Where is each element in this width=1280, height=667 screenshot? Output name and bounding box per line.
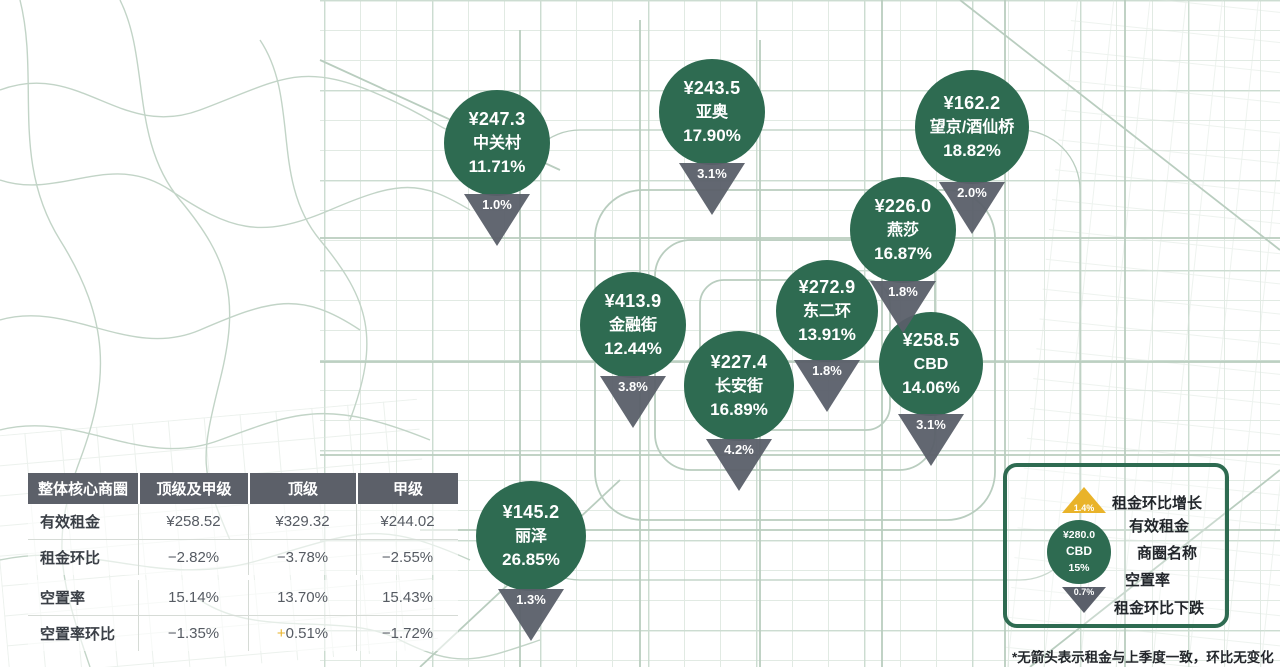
district-bubble: ¥247.3 中关村 11.71% [444, 90, 550, 196]
legend-box: 1.4% ¥280.0 CBD 15% 0.7% 租金环比增长 有效租金 商圈名… [1003, 463, 1229, 628]
arrow-change-value: 2.0% [957, 185, 987, 200]
bubble-rent-value: ¥145.2 [502, 502, 560, 523]
district-bubble: ¥243.5 亚奥 17.90% [659, 59, 765, 165]
table-row-label: 空置率环比 [40, 626, 116, 643]
legend-label-district-name: 商圈名称 [1137, 545, 1198, 562]
arrow-change-value: 1.8% [812, 363, 842, 378]
arrow-change-value: 1.3% [516, 592, 546, 607]
district-bubble: ¥413.9 金融街 12.44% [580, 272, 686, 378]
positive-sign: + [276, 625, 286, 642]
table-header-cell: 整体核心商圈 [37, 481, 128, 498]
table-header-row: 整体核心商圈 顶级及甲级 顶级 甲级 [28, 473, 458, 504]
table-value-cell: −2.55% [356, 540, 458, 575]
arrow-change-value: 3.1% [697, 166, 727, 181]
table-value-cell: ¥244.02 [356, 504, 458, 539]
rent-decline-down-arrow-icon: 0.7% [1062, 587, 1106, 613]
district-bubble: ¥145.2 丽泽 26.85% [476, 481, 586, 591]
table-value-cell: +0.51% [248, 616, 356, 651]
bubble-vacancy-rate: 16.89% [710, 399, 768, 419]
table-header-cell: 甲级 [356, 473, 458, 504]
table-row: 空置率 15.14% 13.70% 15.43% [28, 580, 458, 615]
bubble-district-name: 长安街 [714, 377, 763, 395]
table-header-cell: 顶级 [248, 473, 356, 504]
core-submarket-summary-table: 整体核心商圈 顶级及甲级 顶级 甲级有效租金 ¥258.52 ¥329.32 ¥244.02… [28, 473, 458, 651]
district-bubble: ¥227.4 长安街 16.89% [684, 331, 794, 441]
table-row-label: 租金环比 [40, 550, 101, 567]
bubble-vacancy-rate: 17.90% [683, 125, 741, 145]
legend-label-rent-decline: 租金环比下跌 [1114, 600, 1205, 617]
bubble-rent-value: ¥162.2 [943, 93, 1001, 114]
arrow-change-value: 3.1% [916, 417, 946, 432]
district-bubble: ¥162.2 望京/酒仙桥 18.82% [915, 70, 1029, 184]
arrow-change-value: 3.8% [618, 379, 648, 394]
table-value-cell: 15.43% [356, 580, 458, 615]
bubble-district-name: 丽泽 [514, 527, 547, 545]
legend-sample-name: CBD [1066, 544, 1092, 559]
bubble-rent-value: ¥227.4 [710, 352, 768, 373]
bubble-vacancy-rate: 16.87% [874, 243, 932, 263]
bubble-district-name: 望京/酒仙桥 [929, 118, 1015, 136]
bubble-rent-value: ¥272.9 [798, 277, 856, 298]
table-value-cell: 13.70% [248, 580, 356, 615]
footnote: *无箭头表示租金与上季度一致，环比无变化 [1012, 650, 1274, 665]
legend-sample-bubble: ¥280.0 CBD 15% [1047, 520, 1111, 584]
bubble-vacancy-rate: 26.85% [502, 549, 560, 569]
legend-label-effective-rent: 有效租金 [1129, 518, 1190, 535]
legend-sample-vacancy: 15% [1068, 561, 1090, 574]
rent-increase-up-arrow-icon: 1.4% [1062, 487, 1106, 513]
arrow-change-value: 1.8% [888, 284, 918, 299]
bubble-district-name: 燕莎 [886, 221, 919, 239]
legend-label-rent-increase: 租金环比增长 [1112, 495, 1203, 512]
district-bubble: ¥226.0 燕莎 16.87% [850, 177, 956, 283]
bubble-district-name: CBD [913, 355, 949, 373]
legend-up-value: 1.4% [1073, 503, 1095, 513]
legend-down-value: 0.7% [1073, 587, 1095, 597]
table-row: 租金环比 −2.82% −3.78% −2.55% [28, 539, 458, 575]
table-value-cell: −1.72% [356, 616, 458, 651]
table-row-label: 有效租金 [40, 514, 101, 531]
table-value-cell: ¥258.52 [138, 504, 248, 539]
bubble-vacancy-rate: 13.91% [798, 324, 856, 344]
bubble-vacancy-rate: 14.06% [902, 377, 960, 397]
bubble-district-name: 中关村 [472, 134, 521, 152]
bubble-rent-value: ¥258.5 [902, 330, 960, 351]
bubble-district-name: 东二环 [802, 302, 851, 320]
table-value-cell: ¥329.32 [248, 504, 356, 539]
bubble-vacancy-rate: 11.71% [468, 156, 526, 176]
bubble-rent-value: ¥226.0 [874, 196, 932, 217]
legend-sample-rent: ¥280.0 [1062, 529, 1096, 542]
bubble-rent-value: ¥243.5 [683, 78, 741, 99]
bubble-rent-value: ¥413.9 [604, 291, 662, 312]
district-bubble: ¥272.9 东二环 13.91% [776, 260, 878, 362]
table-header-cell: 顶级及甲级 [138, 473, 248, 504]
legend-label-vacancy-rate: 空置率 [1125, 572, 1171, 589]
bubble-district-name: 金融街 [608, 316, 657, 334]
table-value-cell: −2.82% [138, 540, 248, 575]
table-value-cell: −3.78% [248, 540, 356, 575]
table-value-cell: 15.14% [138, 580, 248, 615]
bubble-district-name: 亚奥 [695, 103, 728, 121]
arrow-change-value: 4.2% [724, 442, 754, 457]
table-row: 空置率环比 −1.35% +0.51% −1.72% [28, 615, 458, 651]
bubble-rent-value: ¥247.3 [468, 109, 526, 130]
arrow-change-value: 1.0% [482, 197, 512, 212]
district-bubble: ¥258.5 CBD 14.06% [879, 312, 983, 416]
table-row-label: 空置率 [40, 590, 86, 607]
table-row: 有效租金 ¥258.52 ¥329.32 ¥244.02 [28, 504, 458, 539]
bubble-vacancy-rate: 12.44% [604, 338, 662, 358]
bubble-vacancy-rate: 18.82% [943, 140, 1001, 160]
table-value-cell: −1.35% [138, 616, 248, 651]
